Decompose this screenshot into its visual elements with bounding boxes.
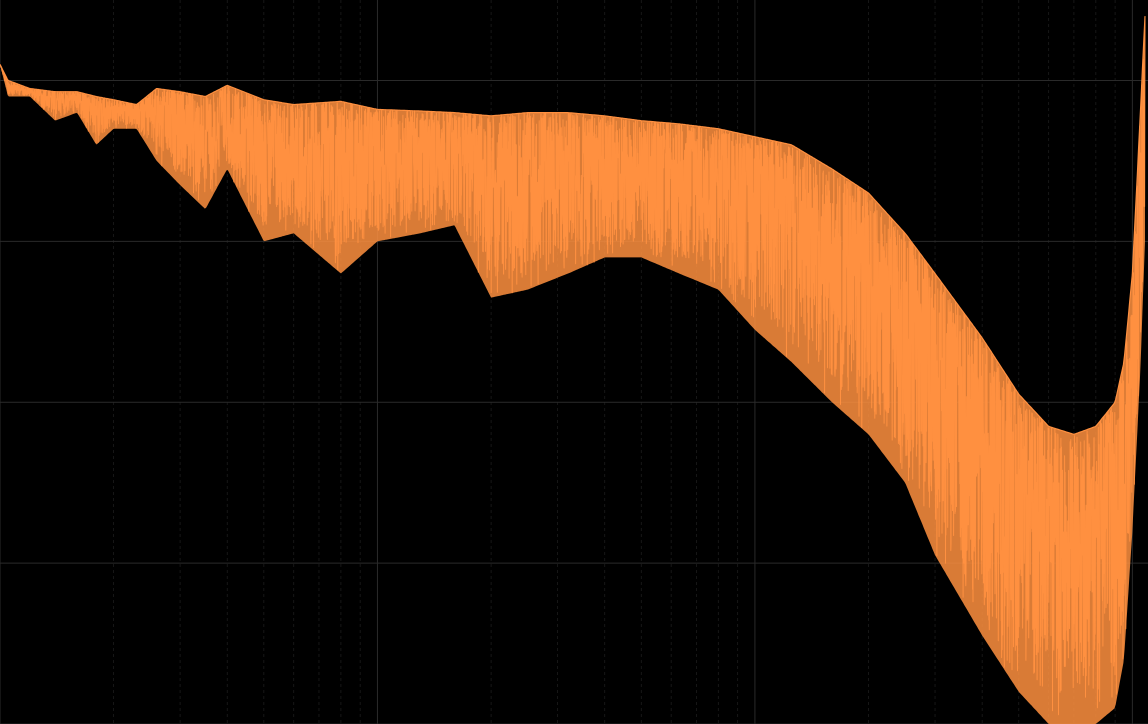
series-upper-edge xyxy=(0,16,1146,435)
series-trace xyxy=(0,17,1146,716)
series-layer xyxy=(0,16,1146,724)
